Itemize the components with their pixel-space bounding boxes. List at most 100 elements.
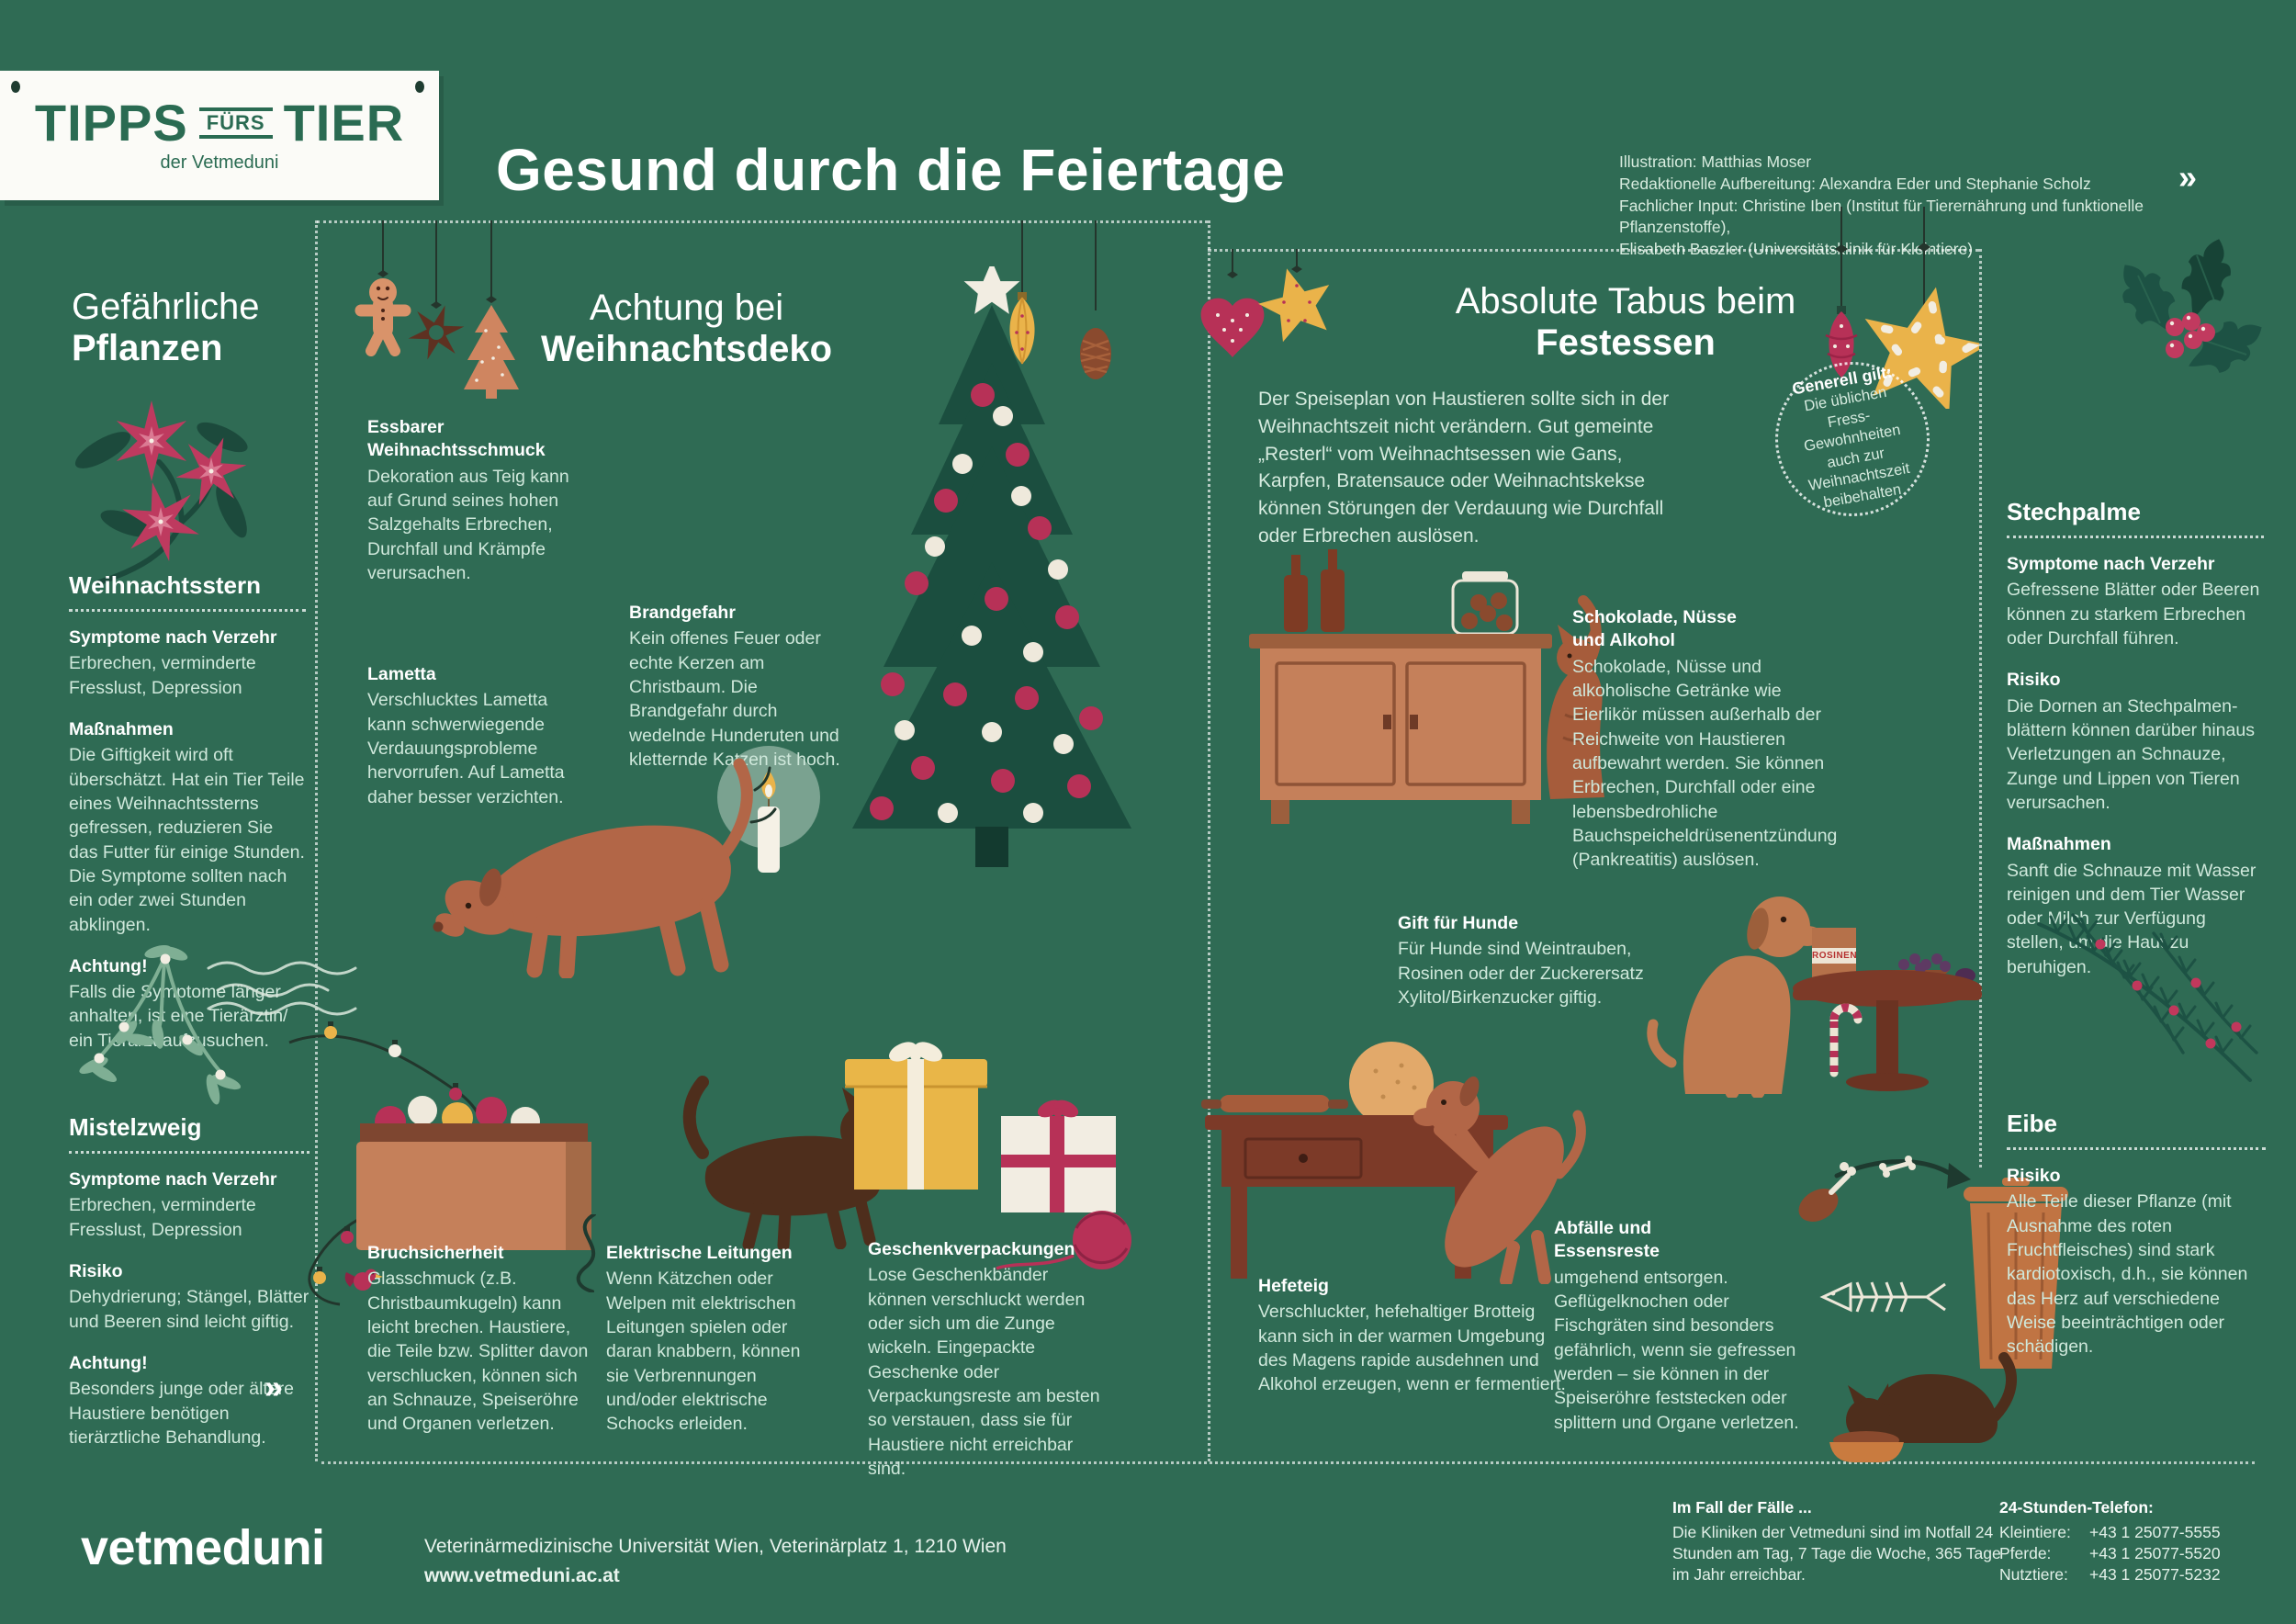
- deko-item-brandgefahr: Brandgefahr Kein offenes Feuer oder echt…: [629, 602, 859, 790]
- sideboard-cat-illustration: [1249, 549, 1604, 824]
- section-stechpalme: Stechpalme Symptome nach Verzehr Gefress…: [2007, 498, 2264, 998]
- sniffing-dog-illustration: [433, 758, 777, 978]
- heart-star-ornaments-illustration: [1200, 249, 1332, 357]
- symptome-label: Symptome nach Verzehr: [69, 627, 277, 648]
- treat-table-illustration: [1793, 928, 1982, 1091]
- waste-bin-cat-illustration: [1798, 1156, 2068, 1462]
- plant-name: Weihnachtsstern: [69, 571, 262, 599]
- deko-item-elektrische-leitungen: Elektrische Leitungen Wenn Kätzchen oder…: [606, 1242, 819, 1455]
- divider-col-3: [1979, 249, 1982, 1167]
- footer-phones: 24-Stunden-Telefon: Kleintiere: +43 1 25…: [1999, 1497, 2275, 1585]
- page-title: Gesund durch die Feiertage: [496, 137, 1286, 203]
- section-weihnachtsstern: Weihnachtsstern Symptome nach Verzehr Er…: [69, 571, 306, 1071]
- credit-line: Fachlicher Input: Christine Iben (Instit…: [1619, 196, 2144, 237]
- badge-text: Die üblichen Fress-Gewohnheiten auch zur…: [1802, 384, 1911, 512]
- phone-number: +43 1 25077-5555: [2089, 1523, 2221, 1542]
- credit-line: Redaktionelle Aufbereitung: Alexandra Ed…: [1619, 174, 2091, 193]
- item-label: Gift für Hunde: [1398, 913, 1519, 933]
- festessen-heading: Absolute Tabus beim Festessen: [1396, 281, 1855, 364]
- divider-top-middle: [317, 220, 1208, 223]
- deko-heading: Achtung bei Weihnachtsdeko: [519, 288, 854, 370]
- plant-name: Stechpalme: [2007, 498, 2141, 525]
- massnahmen-text: Sanft die Schnauze mit Wasser reinigen u…: [2007, 860, 2257, 977]
- festessen-item-abfaelle: Abfälle und Essensreste umgehend entsorg…: [1554, 1217, 1822, 1453]
- plants-heading-light: Gefährliche: [72, 287, 260, 327]
- item-text: Schokolade, Nüsse und alkoholische Geträ…: [1572, 656, 1838, 871]
- item-label: Schokolade, Nüsse und Alkohol: [1572, 607, 1737, 651]
- symptome-text: Gefressene Blätter oder Beeren können zu…: [2007, 580, 2260, 648]
- section-mistelzweig: Mistelzweig Symptome nach Verzehr Erbrec…: [69, 1113, 310, 1468]
- festessen-heading-light: Absolute Tabus beim: [1455, 281, 1796, 321]
- emergency-title: Im Fall der Fälle ...: [1672, 1498, 1812, 1517]
- logo-subtitle: der Vetmeduni: [160, 152, 279, 173]
- risiko-label: Risiko: [69, 1260, 123, 1281]
- dotted-rule: [69, 609, 306, 612]
- deko-item-bruchsicherheit: Bruchsicherheit Glasschmuck (z.B. Christ…: [367, 1242, 599, 1455]
- mistletoe-illustration: [79, 945, 242, 1105]
- phone-label: Pferde:: [1999, 1544, 2052, 1563]
- logo: TIPPS FÜRS TIER: [35, 97, 404, 149]
- phone-row: Pferde: +43 1 25077-5520: [1999, 1543, 2275, 1564]
- symptome-text: Erbrechen, verminderte Fresslust, Depres…: [69, 653, 256, 698]
- item-text: Glasschmuck (z.B. Christbaumkugeln) kann…: [367, 1269, 589, 1435]
- address-line: Veterinärmedizinische Universität Wien, …: [424, 1536, 1007, 1557]
- plant-name: Mistelzweig: [69, 1113, 202, 1141]
- deko-item-geschenkverpackungen: Geschenkverpackungen Lose Geschenkbänder…: [868, 1238, 1105, 1499]
- deko-heading-bold: Weihnachtsdeko: [540, 329, 833, 370]
- poinsettia-illustration: [74, 400, 253, 585]
- dotted-rule: [2007, 536, 2264, 538]
- plants-heading: Gefährliche Pflanzen: [72, 287, 260, 369]
- massnahmen-label: Maßnahmen: [2007, 834, 2111, 855]
- emergency-text: Die Kliniken der Vetmeduni sind im Notfa…: [1672, 1523, 2001, 1585]
- bauble-pinecone-ornaments-illustration: [1009, 220, 1111, 379]
- item-label: Geschenkverpackungen: [868, 1239, 1075, 1259]
- tinsel-strands-illustration: [207, 961, 357, 1016]
- phone-label: Nutztiere:: [1999, 1565, 2068, 1585]
- symptome-label: Symptome nach Verzehr: [2007, 554, 2215, 574]
- yew-illustration: [2037, 913, 2258, 1082]
- cable-curl-illustration: [576, 1214, 596, 1292]
- phone-label: Kleintiere:: [1999, 1523, 2071, 1542]
- logo-word-tier: TIER: [283, 94, 405, 152]
- logo-sign: TIPPS FÜRS TIER der Vetmeduni: [0, 71, 439, 200]
- symptome-label: Symptome nach Verzehr: [69, 1169, 277, 1190]
- dotted-rule: [69, 1151, 310, 1154]
- holly-illustration: [2106, 231, 2268, 386]
- more-arrow-icon: »: [2178, 158, 2198, 196]
- achtung-label: Achtung!: [69, 955, 148, 976]
- website-link: www.vetmeduni.ac.at: [424, 1564, 620, 1586]
- item-label: Brandgefahr: [629, 603, 736, 623]
- phone-number: +43 1 25077-5520: [2089, 1544, 2221, 1563]
- divider-col-1: [315, 220, 318, 1461]
- item-text: Dekoration aus Teig kann auf Grund seine…: [367, 466, 569, 583]
- phone-title: 24-Stunden-Telefon:: [1999, 1498, 2154, 1517]
- item-text: Kein offenes Feuer oder echte Kerzen am …: [629, 628, 840, 770]
- divider-bottom: [321, 1461, 2255, 1464]
- logo-word-tipps: TIPPS: [34, 94, 188, 152]
- gingerbread-ornaments-illustration: [355, 220, 519, 399]
- festessen-intro: Der Speiseplan von Haustieren sollte sic…: [1258, 389, 1670, 547]
- divider-col-2: [1208, 220, 1210, 1461]
- footer-address: Veterinärmedizinische Universität Wien, …: [424, 1532, 1122, 1590]
- festessen-item-hefeteig: Hefeteig Verschluckter, hefehaltiger Bro…: [1258, 1275, 1566, 1415]
- christmas-tree-illustration: [852, 266, 1131, 867]
- item-text: Lose Geschenkbänder können verschluckt w…: [868, 1265, 1100, 1479]
- credits: Illustration: Matthias Moser Redaktionel…: [1619, 152, 2225, 261]
- deko-item-lametta: Lametta Verschlucktes Lametta kann schwe…: [367, 663, 583, 828]
- item-text: Verschlucktes Lametta kann schwerwiegend…: [367, 690, 565, 807]
- phone-number: +43 1 25077-5232: [2089, 1565, 2221, 1585]
- credit-line: Illustration: Matthias Moser: [1619, 152, 1812, 171]
- deko-item-essbarer: Essbarer Weihnachtsschmuck Dekoration au…: [367, 416, 599, 603]
- risiko-text: Die Dornen an Stechpalmen­blättern könne…: [2007, 695, 2255, 813]
- plant-name: Eibe: [2007, 1110, 2057, 1137]
- phone-row: Nutztiere: +43 1 25077-5232: [1999, 1564, 2275, 1585]
- festessen-item-gift-fuer-hunde: Gift für Hunde Für Hunde sind Weintraube…: [1398, 912, 1669, 1028]
- vetmeduni-logo: vetmeduni: [81, 1520, 325, 1575]
- dotted-rule: [2007, 1147, 2266, 1150]
- sitting-dog-illustration: [1647, 897, 1825, 1098]
- item-text: Wenn Kätzchen oder Welpen mit elektrisch…: [606, 1269, 801, 1435]
- footer-emergency: Im Fall der Fälle ... Die Kliniken der V…: [1672, 1497, 2014, 1585]
- dough-table-dog-illustration: [1201, 1042, 1586, 1284]
- item-label: Essbarer Weihnachtsschmuck: [367, 417, 546, 461]
